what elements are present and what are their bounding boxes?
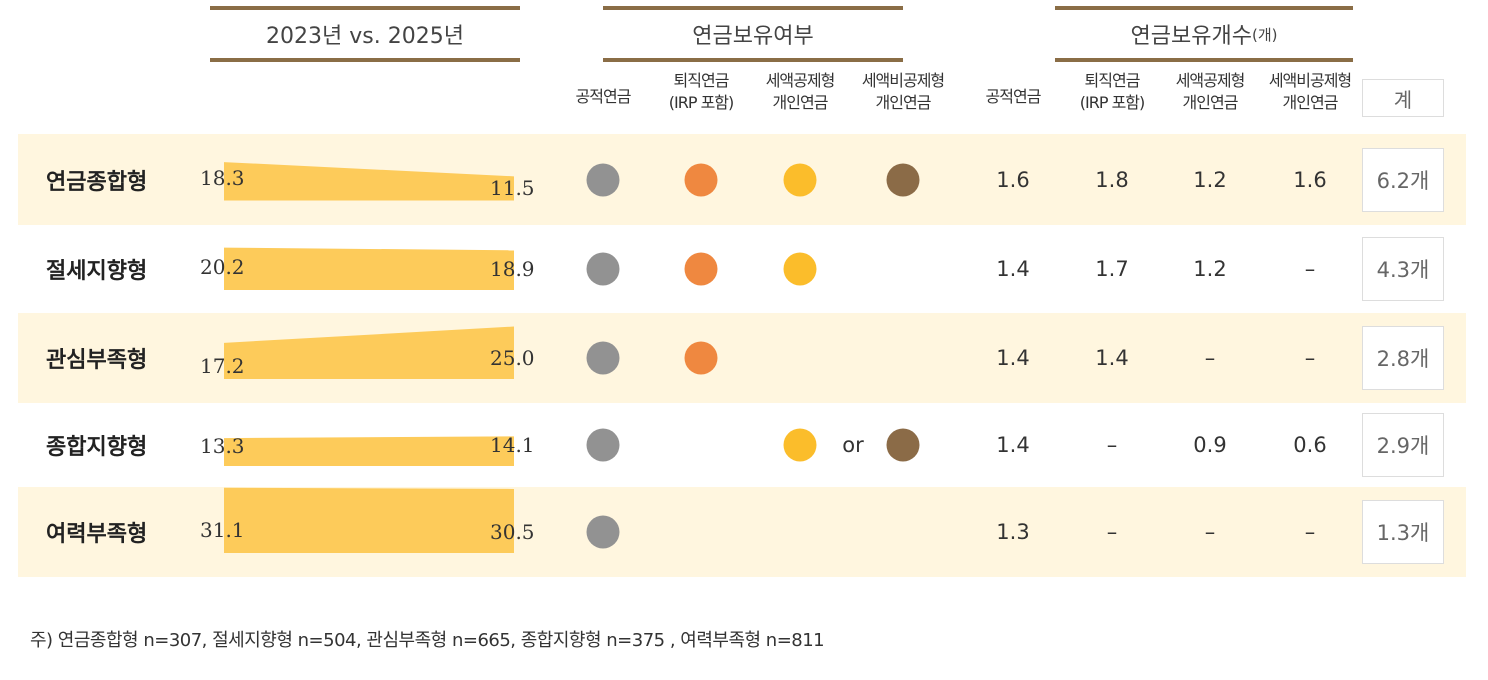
row-label: 연금종합형 [46, 169, 148, 195]
public-dot [586, 252, 620, 286]
public-dot [586, 341, 620, 375]
column-header-line: 세액공제형 [765, 71, 836, 90]
count-value: – [1304, 346, 1316, 370]
row-label: 여력부족형 [46, 522, 148, 547]
column-header-line: 퇴직연금 [1084, 71, 1141, 90]
count-value: – [1106, 520, 1118, 544]
retirement-dot [684, 163, 718, 196]
total-value: 1.3개 [1362, 500, 1444, 564]
column-header-line: 세액공제형 [1175, 71, 1246, 90]
public-dot [586, 515, 620, 549]
group-header-compare: 2023년 vs. 2025년 [210, 6, 520, 62]
count-value: 1.6 [1293, 167, 1327, 192]
column-header-line: 공적연금 [985, 87, 1042, 106]
total-value: 6.2개 [1362, 147, 1444, 212]
retirement-dot [684, 252, 718, 286]
or-label: or [842, 433, 864, 457]
value-2023: 18.3 [200, 165, 245, 190]
count-value: 1.4 [996, 257, 1030, 281]
value-2025: 11.5 [490, 175, 535, 200]
column-header-line: 세액비공제형 [1268, 71, 1352, 90]
value-2025: 14.1 [490, 433, 535, 457]
row-label: 종합지향형 [46, 435, 148, 460]
total-value: 4.3개 [1362, 237, 1444, 301]
column-header: 퇴직연금 (IRP 포함) [1057, 70, 1167, 114]
group-header-count-text: 연금보유개수 [1130, 24, 1252, 49]
group-header-compare-text: 2023년 vs. 2025년 [266, 24, 464, 49]
column-header: 공적연금 [958, 86, 1068, 108]
count-value: 0.6 [1293, 433, 1327, 457]
count-value: – [1106, 433, 1118, 457]
public-dot [586, 428, 620, 462]
count-value: 1.2 [1193, 257, 1227, 281]
count-value: – [1204, 520, 1216, 544]
total-value: 2.8개 [1362, 326, 1444, 390]
column-header-line: 퇴직연금 [673, 71, 730, 90]
group-header-ownership: 연금보유여부 [603, 6, 903, 62]
group-header-ownership-text: 연금보유여부 [692, 24, 814, 49]
count-value: 1.3 [996, 520, 1030, 544]
count-value: 0.9 [1193, 433, 1227, 457]
column-header-line: 개인연금 [875, 93, 932, 112]
column-header: 퇴직연금 (IRP 포함) [646, 70, 756, 114]
row-label: 관심부족형 [46, 348, 148, 373]
deductible-dot [783, 428, 817, 462]
count-value: 1.4 [1095, 346, 1129, 370]
column-header: 공적연금 [548, 86, 658, 108]
count-value: – [1304, 520, 1316, 544]
nondeductible-dot [886, 163, 920, 196]
column-header-line: 세액비공제형 [861, 71, 945, 90]
total-value: 2.9개 [1362, 413, 1444, 477]
value-2023: 20.2 [200, 255, 245, 279]
count-value: 1.7 [1095, 257, 1129, 281]
column-header-line: 공적연금 [575, 87, 632, 106]
count-value: 1.2 [1193, 167, 1227, 192]
count-value: – [1304, 257, 1316, 281]
value-2025: 25.0 [490, 346, 535, 370]
value-2023: 17.2 [200, 354, 245, 378]
value-2023: 31.1 [200, 518, 245, 542]
public-dot [586, 163, 620, 196]
deductible-dot [783, 252, 817, 286]
retirement-dot [684, 341, 718, 375]
column-header-line: (IRP 포함) [668, 93, 735, 112]
footnote: 주) 연금종합형 n=307, 절세지향형 n=504, 관심부족형 n=665… [30, 630, 825, 651]
column-header-line: 개인연금 [1282, 93, 1339, 112]
column-header-line: 개인연금 [772, 93, 829, 112]
count-value: 1.8 [1095, 167, 1129, 192]
count-value: 1.4 [996, 433, 1030, 457]
count-value: 1.6 [996, 167, 1030, 192]
value-2023: 13.3 [200, 434, 245, 458]
row-label: 절세지향형 [46, 259, 148, 284]
total-header: 계 [1362, 79, 1444, 117]
deductible-dot [783, 163, 817, 196]
nondeductible-dot [886, 428, 920, 462]
count-value: 1.4 [996, 346, 1030, 370]
value-2025: 18.9 [490, 257, 535, 281]
count-unit: (개) [1251, 25, 1278, 44]
count-value: – [1204, 346, 1216, 370]
column-header-line: (IRP 포함) [1079, 93, 1146, 112]
column-header-line: 개인연금 [1182, 93, 1239, 112]
group-header-count: 연금보유개수 (개) [1055, 6, 1353, 62]
value-2025: 30.5 [490, 520, 535, 544]
